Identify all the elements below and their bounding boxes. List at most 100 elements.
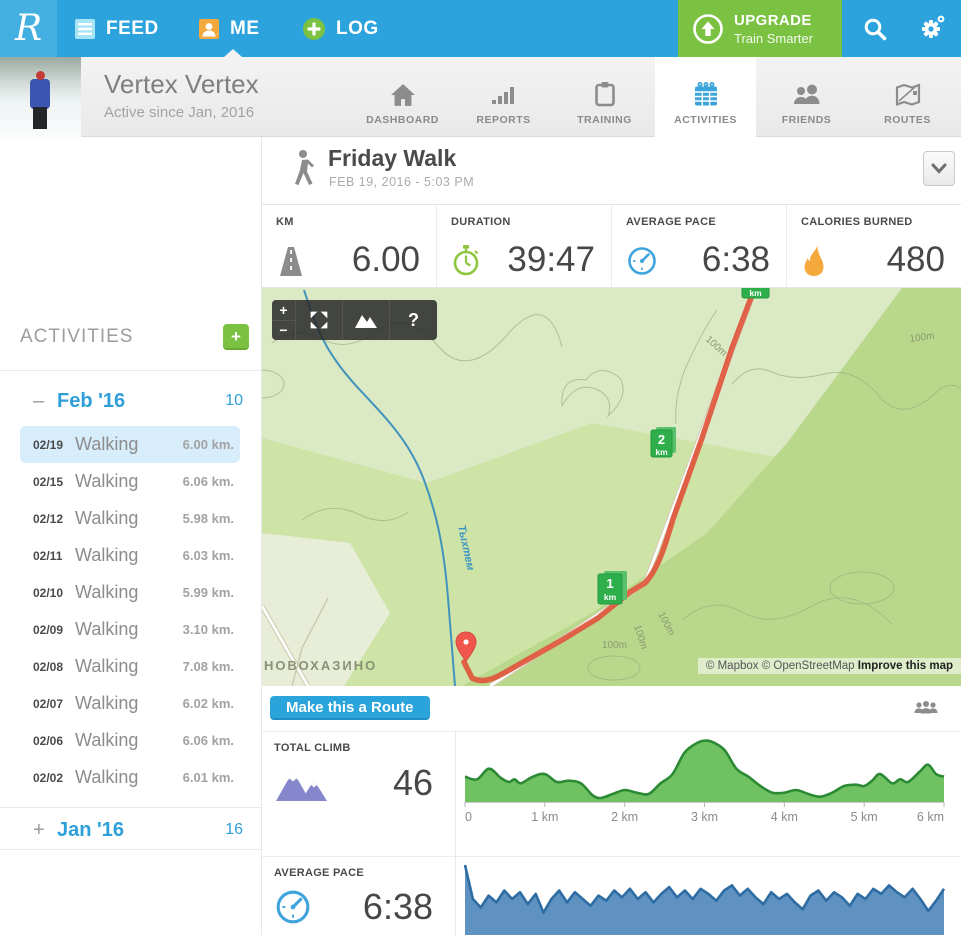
tab-training[interactable]: TRAINING [554,57,655,138]
svg-text:2: 2 [658,432,665,447]
activity-list-item[interactable]: 02/11 Walking 6.03 km. [20,537,240,574]
elevation-chart: 0 1 km 2 km 3 km 4 km 5 km 6 km [464,739,945,824]
osm-link[interactable]: © OpenStreetMap [761,660,855,672]
upgrade-arrow-icon [693,13,723,44]
total-climb-label: TOTAL CLIMB [274,742,351,754]
profile-active-since: Active since Jan, 2016 [104,104,255,121]
active-nav-notch [224,49,242,57]
tab-activities[interactable]: ACTIVITIES [655,57,756,138]
clipboard-icon [594,82,615,107]
activity-date: 02/19 [33,437,64,452]
help-button[interactable]: ? [408,309,419,330]
nav-item-feed[interactable]: FEED [74,0,159,57]
map-actions-bar: Make this a Route [262,686,961,731]
activity-distance: 6.01 km. [182,770,234,785]
tab-friends[interactable]: FRIENDS [756,57,857,138]
home-icon [390,84,415,106]
gear-icon [922,15,945,38]
activity-list-item[interactable]: 02/07 Walking 6.02 km. [20,685,240,722]
activity-list-item[interactable]: 02/15 Walking 6.06 km. [20,463,240,500]
x-tick-label: 6 km [917,810,944,824]
terrain-button[interactable] [343,300,390,340]
activity-distance: 7.08 km. [182,659,234,674]
contour-label: 100m [909,331,935,345]
mountains-icon [355,315,377,328]
mapbox-link[interactable]: © Mapbox [705,660,759,672]
collapse-icon: – [33,389,45,412]
activity-type: Walking [75,471,139,491]
activity-type: Walking [75,434,139,454]
activity-list-item[interactable]: 02/10 Walking 5.99 km. [20,574,240,611]
search-button[interactable] [852,0,898,57]
activity-options-button[interactable] [923,151,955,186]
tab-dashboard[interactable]: DASHBOARD [352,57,453,138]
activity-list-item[interactable]: 02/02 Walking 6.01 km. [20,759,240,796]
map-canvas: 1 km 2 km km 100m 100m 100m 100m 100m НО… [262,288,961,686]
activity-distance: 5.99 km. [182,585,234,600]
activity-distance: 6.06 km. [182,733,234,748]
nav-me-label: ME [230,17,260,39]
tab-reports[interactable]: REPORTS [453,57,554,138]
runkeeper-logo[interactable]: R [0,0,57,57]
activity-distance: 6.00 km. [182,437,234,452]
svg-text:km: km [655,447,668,457]
tab-routes[interactable]: ROUTES [857,57,958,138]
stopwatch-icon [453,245,479,276]
activity-list-item[interactable]: 02/09 Walking 3.10 km. [20,611,240,648]
x-tick-label: 0 [465,810,472,824]
activity-datetime: FEB 19, 2016 - 5:03 PM [329,175,475,189]
map-controls: + − ? [272,300,437,340]
nav-item-log[interactable]: LOG [302,0,379,57]
activity-date: 02/15 [33,474,64,489]
add-activity-button[interactable]: + [223,324,249,350]
nav-log-label: LOG [336,17,379,39]
make-route-button[interactable]: Make this a Route [270,696,430,720]
route-map[interactable]: 1 km 2 km km 100m 100m 100m 100m 100m НО… [262,288,961,686]
fullscreen-button[interactable] [296,300,343,340]
activity-type: Walking [75,656,139,676]
nav-item-me[interactable]: ME [198,0,260,57]
activity-list-item[interactable]: 02/12 Walking 5.98 km. [20,500,240,537]
stat-calories: CALORIES BURNED 480 [786,205,961,287]
expand-icon: + [33,818,45,841]
activity-type: Walking [75,508,139,528]
routes-map-icon [895,83,920,107]
activity-distance: 6.03 km. [182,548,234,563]
activity-list-item[interactable]: 02/19 Walking 6.00 km. [20,426,240,463]
friends-icon [793,84,819,104]
improve-map-link[interactable]: Improve this map [857,660,953,672]
visibility-everyone-icon[interactable] [913,700,939,717]
average-pace-value: 6:38 [362,886,433,927]
activity-distance: 3.10 km. [182,622,234,637]
upgrade-button[interactable]: UPGRADE Train Smarter [678,0,842,57]
total-climb-section: TOTAL CLIMB 46 0 1 km 2 km 3 km 4 km 5 km 6 km [262,731,961,856]
activity-list-item[interactable]: 02/06 Walking 6.06 km. [20,722,240,759]
profile-header: Vertex Vertex Active since Jan, 2016 DAS… [0,57,961,138]
x-tick-label: 2 km [611,810,638,824]
sidebar-divider [0,370,261,371]
activity-list-item[interactable]: 02/08 Walking 7.08 km. [20,648,240,685]
month-group-jan[interactable]: + Jan '16 16 [33,818,243,841]
average-pace-section: AVERAGE PACE 6:38 [262,856,961,935]
pace-chart [463,864,946,935]
activity-date: 02/08 [33,659,64,674]
walking-icon [295,150,314,185]
stat-duration: DURATION 39:47 [436,205,611,287]
profile-tabs: DASHBOARD REPORTS TRAINI [352,57,958,138]
sidebar-divider [0,807,261,808]
month-group-feb[interactable]: – Feb '16 10 [33,389,243,412]
activity-type: Walking [75,619,139,639]
activity-date: 02/02 [33,770,64,785]
activity-date: 02/09 [33,622,64,637]
activity-detail-header: Friday Walk FEB 19, 2016 - 5:03 PM [262,137,961,205]
zoom-in-button[interactable]: + [272,300,295,321]
activity-distance: 6.02 km. [182,696,234,711]
zoom-out-button[interactable]: − [272,321,295,341]
settings-button[interactable] [908,0,954,57]
mountains-climb-icon [276,771,327,801]
svg-text:km: km [749,288,762,298]
map-attribution: © Mapbox © OpenStreetMap Improve this ma… [697,658,961,674]
activity-title: Friday Walk [328,145,457,171]
feed-icon [75,18,95,39]
